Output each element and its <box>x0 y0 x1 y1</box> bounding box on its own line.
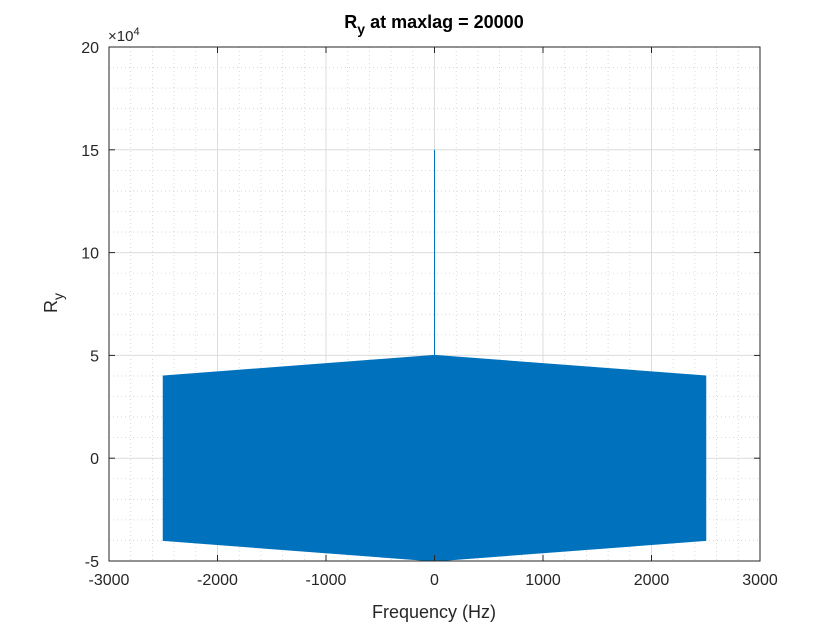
y-tick-label: 10 <box>81 246 99 263</box>
series-layer <box>162 149 707 562</box>
x-tick-label: -2000 <box>197 572 238 589</box>
x-tick-label: 1000 <box>525 572 561 589</box>
y-tick-label: 5 <box>90 348 99 365</box>
y-tick-label: -5 <box>85 554 99 571</box>
series-envelope <box>162 354 707 562</box>
x-axis-label: Frequency (Hz) <box>372 602 496 622</box>
chart-title: Ry at maxlag = 20000 <box>344 12 523 37</box>
x-tick-label: 2000 <box>634 572 670 589</box>
y-tick-label: 0 <box>90 451 99 468</box>
x-tick-label: -1000 <box>306 572 347 589</box>
y-axis-exponent-base: ×10 <box>108 28 133 45</box>
y-axis-label-subscript: y <box>50 293 66 300</box>
chart-title-main: R <box>344 12 357 32</box>
y-tick-label: 20 <box>81 40 99 57</box>
chart-title-subscript: y <box>357 21 365 37</box>
axis-ticks <box>108 46 761 562</box>
y-axis-exponent-power: 4 <box>133 26 139 38</box>
y-tick-labels: -5 0 5 10 15 20 <box>81 40 99 571</box>
x-tick-label: 0 <box>430 572 439 589</box>
x-tick-labels: -3000 -2000 -1000 0 1000 2000 3000 <box>89 572 778 589</box>
x-tick-label: -3000 <box>89 572 130 589</box>
y-tick-label: 15 <box>81 143 99 160</box>
y-axis-label-main: R <box>41 300 61 313</box>
chart-title-rest: at maxlag = 20000 <box>365 12 524 32</box>
x-tick-label: 3000 <box>742 572 778 589</box>
y-axis-exponent: ×104 <box>108 26 140 45</box>
y-axis-label: Ry <box>41 293 66 313</box>
